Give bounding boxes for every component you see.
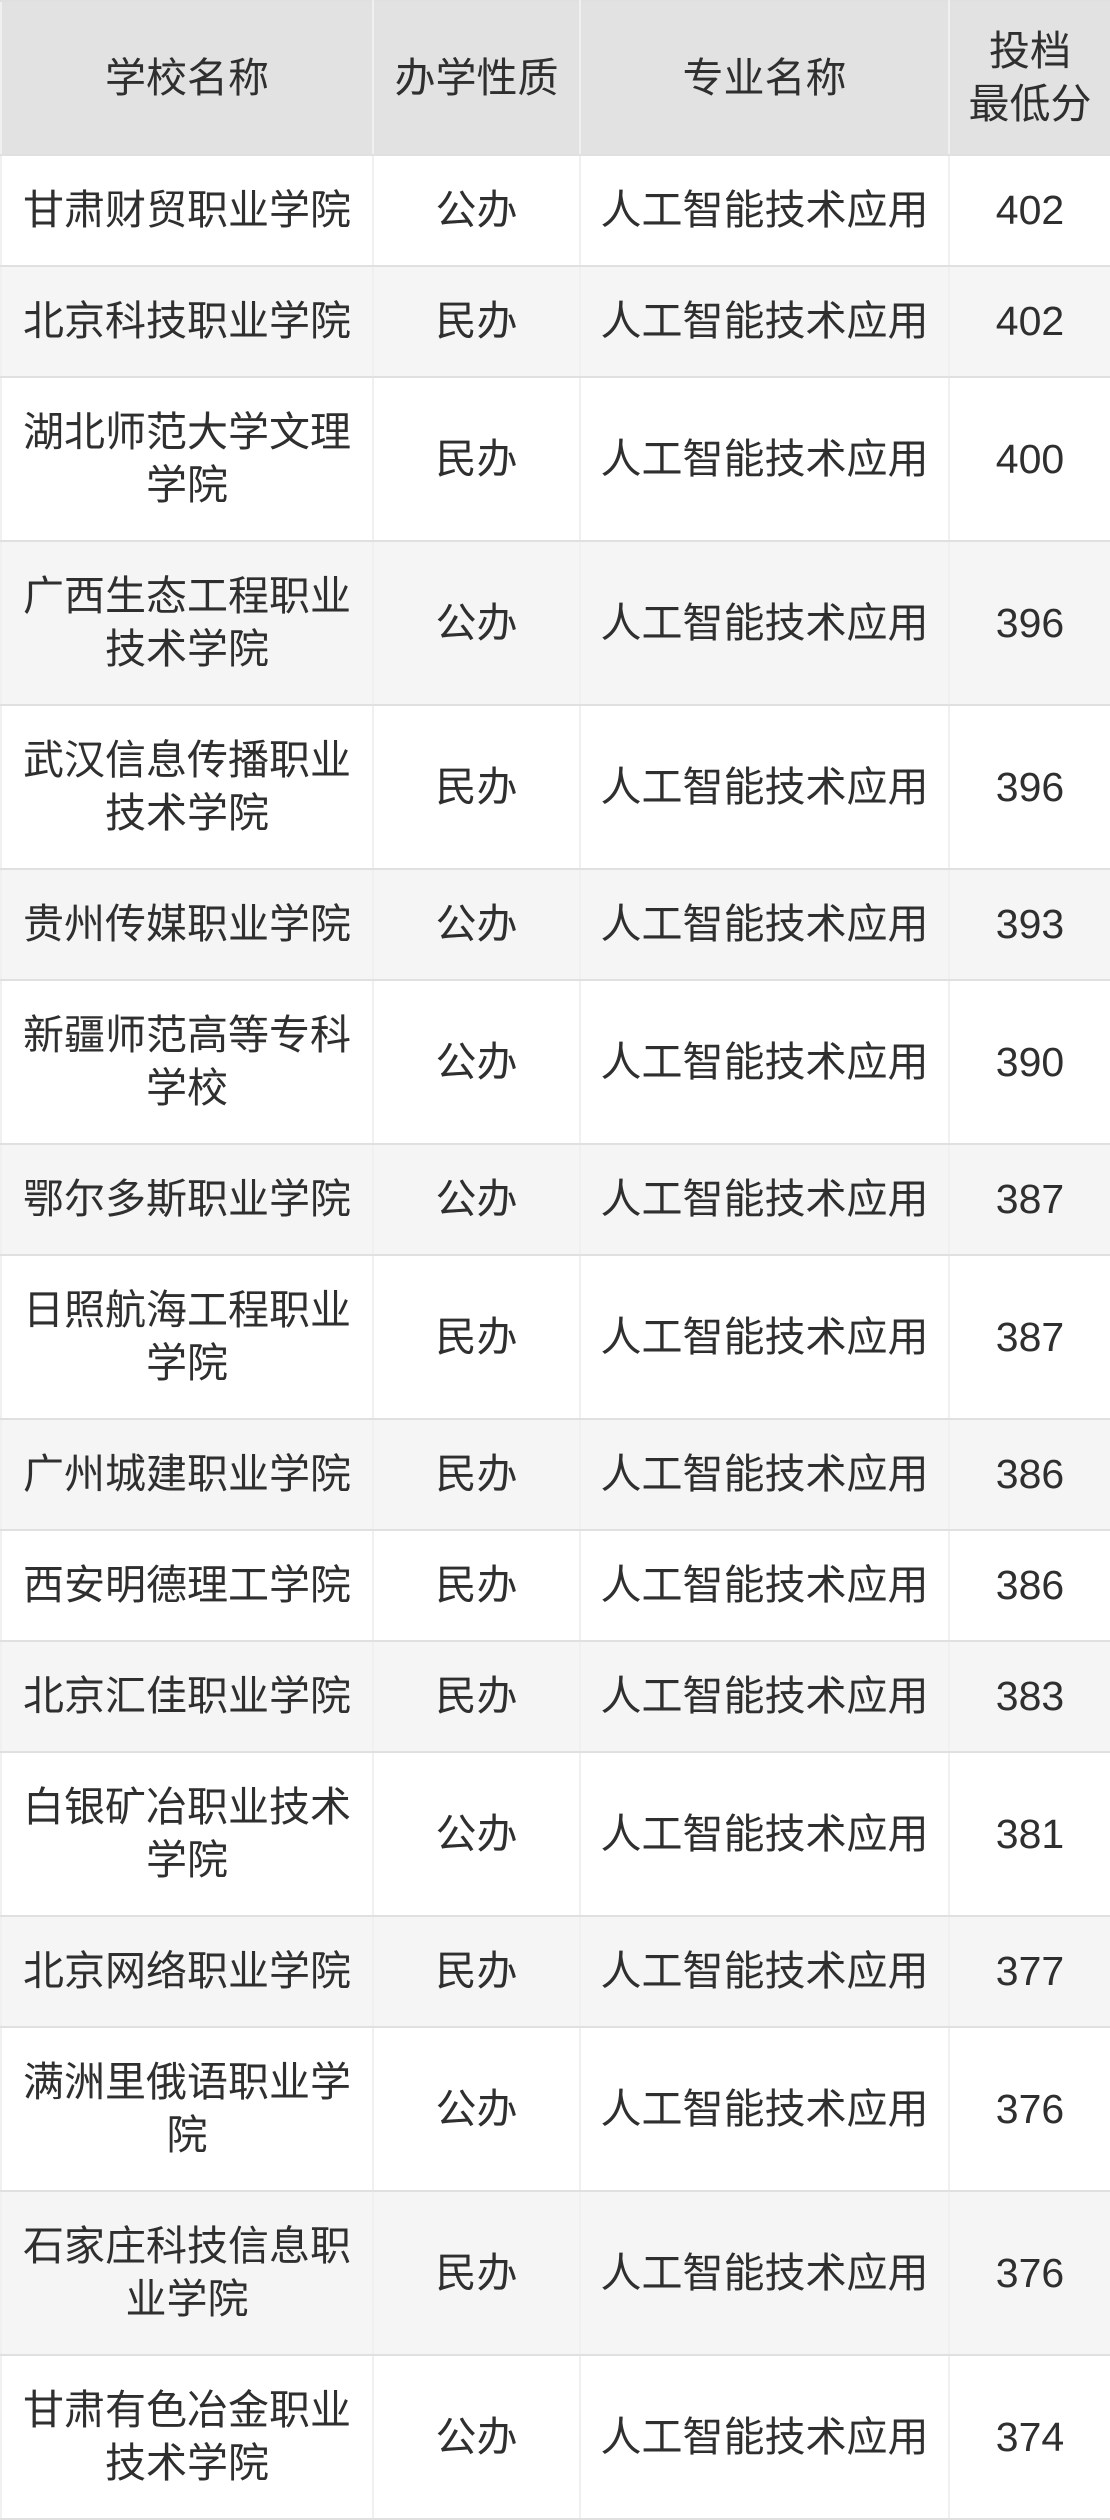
major-name-cell: 人工智能技术应用 xyxy=(579,265,950,378)
col-header-school-name: 学校名称 xyxy=(0,0,374,156)
school-type-cell: 民办 xyxy=(372,1418,581,1531)
min-score-cell: 400 xyxy=(948,376,1110,542)
table-row: 北京科技职业学院 民办 人工智能技术应用 402 xyxy=(0,265,1110,378)
school-type-cell: 民办 xyxy=(372,1915,581,2028)
school-name-cell: 白银矿冶职业技术 学院 xyxy=(0,1751,374,1917)
major-name-cell: 人工智能技术应用 xyxy=(579,2026,950,2192)
col-header-min-score: 投档 最低分 xyxy=(948,0,1110,156)
table-row: 广西生态工程职业 技术学院 公办 人工智能技术应用 396 xyxy=(0,540,1110,706)
min-score-cell: 396 xyxy=(948,704,1110,870)
table-row: 甘肃财贸职业学院 公办 人工智能技术应用 402 xyxy=(0,154,1110,267)
school-type-cell: 民办 xyxy=(372,1640,581,1753)
table-row: 鄂尔多斯职业学院 公办 人工智能技术应用 387 xyxy=(0,1143,1110,1256)
major-name-cell: 人工智能技术应用 xyxy=(579,704,950,870)
school-name-cell: 日照航海工程职业 学院 xyxy=(0,1254,374,1420)
major-name-cell: 人工智能技术应用 xyxy=(579,1254,950,1420)
school-type-cell: 民办 xyxy=(372,704,581,870)
school-name-cell: 广西生态工程职业 技术学院 xyxy=(0,540,374,706)
major-name-cell: 人工智能技术应用 xyxy=(579,1640,950,1753)
school-type-cell: 公办 xyxy=(372,154,581,267)
school-type-cell: 公办 xyxy=(372,2026,581,2192)
table-row: 北京网络职业学院 民办 人工智能技术应用 377 xyxy=(0,1915,1110,2028)
table-row: 石家庄科技信息职 业学院 民办 人工智能技术应用 376 xyxy=(0,2190,1110,2356)
min-score-cell: 393 xyxy=(948,868,1110,981)
school-type-cell: 民办 xyxy=(372,1254,581,1420)
school-name-cell: 甘肃有色冶金职业 技术学院 xyxy=(0,2354,374,2520)
major-name-cell: 人工智能技术应用 xyxy=(579,540,950,706)
min-score-cell: 377 xyxy=(948,1915,1110,2028)
header-row: 学校名称 办学性质 专业名称 投档 最低分 xyxy=(0,0,1110,156)
table-row: 广州城建职业学院 民办 人工智能技术应用 386 xyxy=(0,1418,1110,1531)
school-name-cell: 贵州传媒职业学院 xyxy=(0,868,374,981)
min-score-cell: 387 xyxy=(948,1254,1110,1420)
min-score-cell: 374 xyxy=(948,2354,1110,2520)
table-row: 武汉信息传播职业 技术学院 民办 人工智能技术应用 396 xyxy=(0,704,1110,870)
school-type-cell: 公办 xyxy=(372,540,581,706)
school-name-cell: 武汉信息传播职业 技术学院 xyxy=(0,704,374,870)
school-name-cell: 湖北师范大学文理 学院 xyxy=(0,376,374,542)
major-name-cell: 人工智能技术应用 xyxy=(579,1751,950,1917)
table-row: 北京汇佳职业学院 民办 人工智能技术应用 383 xyxy=(0,1640,1110,1753)
school-type-cell: 民办 xyxy=(372,1529,581,1642)
major-name-cell: 人工智能技术应用 xyxy=(579,2190,950,2356)
col-header-school-type: 办学性质 xyxy=(372,0,581,156)
major-name-cell: 人工智能技术应用 xyxy=(579,376,950,542)
major-name-cell: 人工智能技术应用 xyxy=(579,1143,950,1256)
school-name-cell: 西安明德理工学院 xyxy=(0,1529,374,1642)
school-type-cell: 公办 xyxy=(372,868,581,981)
min-score-cell: 402 xyxy=(948,154,1110,267)
min-score-cell: 386 xyxy=(948,1418,1110,1531)
table-row: 湖北师范大学文理 学院 民办 人工智能技术应用 400 xyxy=(0,376,1110,542)
school-type-cell: 民办 xyxy=(372,2190,581,2356)
major-name-cell: 人工智能技术应用 xyxy=(579,154,950,267)
table-row: 满洲里俄语职业学 院 公办 人工智能技术应用 376 xyxy=(0,2026,1110,2192)
major-name-cell: 人工智能技术应用 xyxy=(579,1418,950,1531)
school-name-cell: 鄂尔多斯职业学院 xyxy=(0,1143,374,1256)
school-name-cell: 甘肃财贸职业学院 xyxy=(0,154,374,267)
min-score-cell: 381 xyxy=(948,1751,1110,1917)
table-row: 日照航海工程职业 学院 民办 人工智能技术应用 387 xyxy=(0,1254,1110,1420)
major-name-cell: 人工智能技术应用 xyxy=(579,1915,950,2028)
school-type-cell: 民办 xyxy=(372,376,581,542)
school-name-cell: 满洲里俄语职业学 院 xyxy=(0,2026,374,2192)
school-type-cell: 公办 xyxy=(372,1143,581,1256)
min-score-cell: 376 xyxy=(948,2190,1110,2356)
min-score-cell: 386 xyxy=(948,1529,1110,1642)
min-score-cell: 390 xyxy=(948,979,1110,1145)
school-type-cell: 公办 xyxy=(372,2354,581,2520)
school-type-cell: 民办 xyxy=(372,265,581,378)
major-name-cell: 人工智能技术应用 xyxy=(579,2354,950,2520)
school-name-cell: 石家庄科技信息职 业学院 xyxy=(0,2190,374,2356)
school-name-cell: 北京网络职业学院 xyxy=(0,1915,374,2028)
major-name-cell: 人工智能技术应用 xyxy=(579,1529,950,1642)
min-score-cell: 383 xyxy=(948,1640,1110,1753)
table-row: 贵州传媒职业学院 公办 人工智能技术应用 393 xyxy=(0,868,1110,981)
min-score-cell: 376 xyxy=(948,2026,1110,2192)
major-name-cell: 人工智能技术应用 xyxy=(579,868,950,981)
school-type-cell: 公办 xyxy=(372,1751,581,1917)
school-name-cell: 北京汇佳职业学院 xyxy=(0,1640,374,1753)
min-score-cell: 387 xyxy=(948,1143,1110,1256)
table-row: 甘肃有色冶金职业 技术学院 公办 人工智能技术应用 374 xyxy=(0,2354,1110,2520)
table-row: 西安明德理工学院 民办 人工智能技术应用 386 xyxy=(0,1529,1110,1642)
school-name-cell: 广州城建职业学院 xyxy=(0,1418,374,1531)
school-type-cell: 公办 xyxy=(372,979,581,1145)
min-score-cell: 396 xyxy=(948,540,1110,706)
table-body: 甘肃财贸职业学院 公办 人工智能技术应用 402 北京科技职业学院 民办 人工智… xyxy=(0,154,1110,2520)
col-header-major-name: 专业名称 xyxy=(579,0,950,156)
school-name-cell: 北京科技职业学院 xyxy=(0,265,374,378)
min-score-cell: 402 xyxy=(948,265,1110,378)
table-row: 白银矿冶职业技术 学院 公办 人工智能技术应用 381 xyxy=(0,1751,1110,1917)
school-name-cell: 新疆师范高等专科 学校 xyxy=(0,979,374,1145)
table-row: 新疆师范高等专科 学校 公办 人工智能技术应用 390 xyxy=(0,979,1110,1145)
major-name-cell: 人工智能技术应用 xyxy=(579,979,950,1145)
